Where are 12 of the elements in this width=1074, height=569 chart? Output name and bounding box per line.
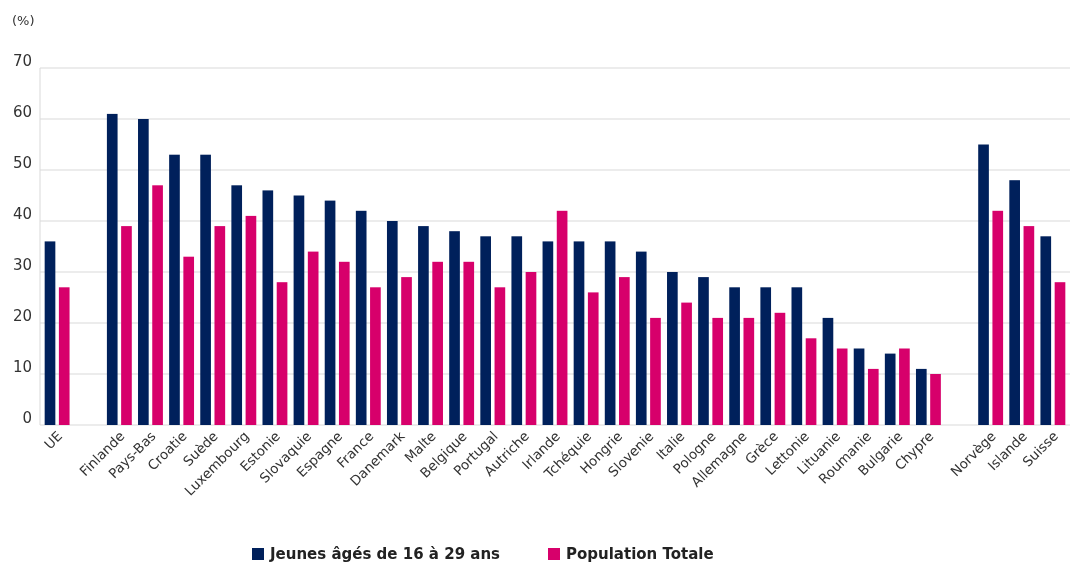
y-tick-label: 70 [12, 52, 32, 70]
y-axis-title: (%) [12, 13, 35, 28]
y-tick-label: 0 [22, 409, 32, 427]
x-tick-label: UE [40, 427, 66, 453]
y-tick-label: 60 [12, 103, 32, 121]
y-tick-label: 20 [12, 307, 32, 325]
y-tick-label: 10 [12, 358, 32, 376]
y-tick-label: 30 [12, 256, 32, 274]
y-tick-label: 50 [12, 154, 32, 172]
legend-label: Population Totale [566, 545, 714, 563]
legend-label: Jeunes âgés de 16 à 29 ans [269, 545, 501, 563]
y-tick-label: 40 [12, 205, 32, 223]
